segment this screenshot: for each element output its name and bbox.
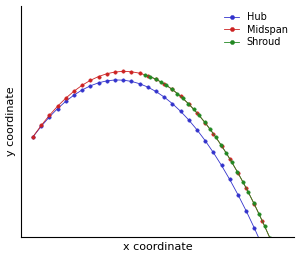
Shroud <box>274 249 277 252</box>
Midspan <box>31 135 35 138</box>
Shroud <box>143 73 146 76</box>
Shroud <box>219 143 223 146</box>
Shroud <box>187 102 190 105</box>
Hub <box>31 135 35 138</box>
Midspan <box>72 90 76 93</box>
Midspan <box>154 78 158 81</box>
Midspan <box>162 82 166 85</box>
Shroud <box>203 120 206 124</box>
Midspan <box>80 84 84 87</box>
Shroud <box>252 201 255 204</box>
Midspan <box>236 171 240 174</box>
Hub <box>244 209 248 212</box>
Hub <box>170 102 174 105</box>
Midspan <box>56 105 59 108</box>
Shroud <box>165 84 168 87</box>
Midspan <box>122 70 125 73</box>
X-axis label: x coordinate: x coordinate <box>123 243 193 252</box>
Midspan <box>244 186 248 189</box>
Shroud <box>225 152 228 155</box>
Shroud <box>257 213 261 216</box>
Midspan <box>138 72 141 75</box>
Hub <box>97 81 101 84</box>
Shroud <box>214 135 217 138</box>
Hub <box>220 164 223 167</box>
Shroud <box>208 128 212 131</box>
Hub <box>212 151 215 154</box>
Midspan <box>64 97 68 100</box>
Midspan <box>212 132 215 135</box>
Shroud <box>268 237 272 240</box>
Shroud <box>154 77 158 80</box>
Midspan <box>220 144 223 147</box>
Hub <box>72 93 76 96</box>
Hub <box>39 125 43 128</box>
Midspan <box>203 121 207 124</box>
Midspan <box>105 72 109 75</box>
Midspan <box>146 74 149 77</box>
Hub <box>195 128 199 131</box>
Midspan <box>261 220 264 223</box>
Midspan <box>113 70 117 74</box>
Hub <box>113 78 117 82</box>
Midspan <box>48 114 51 117</box>
Hub <box>146 85 149 88</box>
Hub <box>105 79 109 82</box>
Shroud <box>192 108 196 111</box>
Hub <box>228 178 232 181</box>
Midspan <box>195 111 199 114</box>
Hub <box>253 227 256 230</box>
Hub <box>187 118 190 122</box>
Hub <box>56 107 59 110</box>
Shroud <box>241 180 244 183</box>
Hub <box>179 110 182 113</box>
Midspan <box>179 95 182 98</box>
Hub <box>154 90 158 93</box>
Midspan <box>253 203 256 206</box>
Midspan <box>88 79 92 82</box>
Midspan <box>269 238 272 241</box>
Shroud <box>148 75 152 78</box>
Legend: Hub, Midspan, Shroud: Hub, Midspan, Shroud <box>222 10 290 49</box>
Midspan <box>170 88 174 91</box>
Hub <box>203 139 207 142</box>
Hub <box>162 95 166 99</box>
Midspan <box>130 70 133 73</box>
Shroud <box>263 224 266 228</box>
Line: Midspan: Midspan <box>31 70 272 241</box>
Shroud <box>159 80 163 84</box>
Hub <box>138 82 141 85</box>
Shroud <box>246 190 250 194</box>
Shroud <box>170 88 174 91</box>
Hub <box>236 193 240 196</box>
Line: Shroud: Shroud <box>143 73 277 253</box>
Midspan <box>228 157 232 160</box>
Shroud <box>230 161 234 164</box>
Shroud <box>181 97 184 100</box>
Midspan <box>97 75 101 78</box>
Hub <box>64 100 68 103</box>
Hub <box>48 115 51 118</box>
Y-axis label: y coordinate: y coordinate <box>6 86 16 156</box>
Hub <box>130 80 133 83</box>
Shroud <box>197 114 201 117</box>
Shroud <box>236 170 239 173</box>
Line: Hub: Hub <box>31 78 272 258</box>
Hub <box>261 245 264 248</box>
Shroud <box>176 92 179 95</box>
Midspan <box>187 102 190 106</box>
Hub <box>88 84 92 87</box>
Hub <box>80 88 84 92</box>
Hub <box>122 79 125 82</box>
Midspan <box>39 124 43 127</box>
